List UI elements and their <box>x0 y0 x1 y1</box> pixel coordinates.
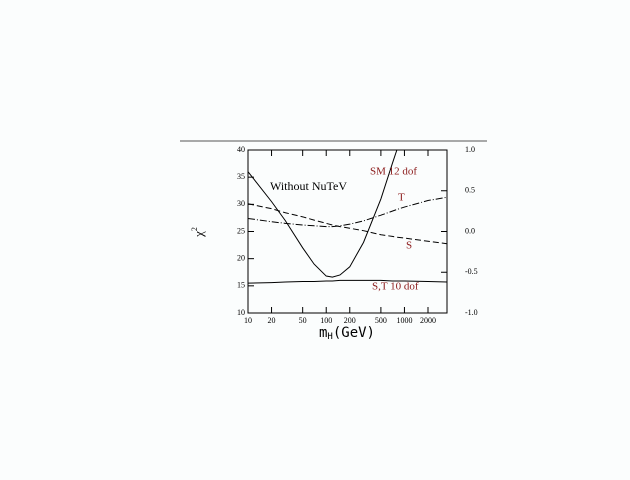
series-line <box>248 150 398 278</box>
y-tick-label: 30 <box>237 199 245 208</box>
y-tick-label: 20 <box>237 253 245 262</box>
y-tick-label: 25 <box>237 226 245 235</box>
x-axis-label: mH(GeV) <box>319 325 375 342</box>
y-tick-label: 40 <box>237 145 245 154</box>
annotation: Without NuTeV <box>270 179 347 193</box>
x-tick-label: 100 <box>320 316 332 325</box>
x-tick-label: 1000 <box>396 316 412 325</box>
series-label: S,T 10 dof <box>372 281 419 293</box>
y2-tick-label: 0.0 <box>465 226 475 235</box>
x-label-part: (GeV) <box>333 325 375 341</box>
x-label-part: m <box>319 325 327 341</box>
y-label-part: χ <box>191 231 206 238</box>
series-line <box>248 203 447 245</box>
y2-tick-label: 0.5 <box>465 186 475 195</box>
y-axis-label: χ2 <box>190 227 206 238</box>
series-line <box>248 279 447 284</box>
x-tick-label: 50 <box>299 316 307 325</box>
x-tick-label: 10 <box>244 316 252 325</box>
series-label: SM 12 dof <box>370 166 417 178</box>
x-tick-label: 2000 <box>420 316 436 325</box>
x-tick-label: 500 <box>375 316 387 325</box>
x-tick-label: 200 <box>344 316 356 325</box>
y2-tick-label: -0.5 <box>465 267 478 276</box>
y-tick-label: 35 <box>237 172 245 181</box>
x-tick-label: 20 <box>268 316 276 325</box>
series-label: S <box>406 240 412 252</box>
y-tick-label: 10 <box>237 308 245 317</box>
series-label: T <box>398 192 405 204</box>
series-line <box>248 196 447 228</box>
y2-tick-label: -1.0 <box>465 308 478 317</box>
y2-tick-label: 1.0 <box>465 145 475 154</box>
y-tick-label: 15 <box>237 281 245 290</box>
x-label-part: H <box>327 332 332 342</box>
y-label-part: 2 <box>190 227 199 231</box>
